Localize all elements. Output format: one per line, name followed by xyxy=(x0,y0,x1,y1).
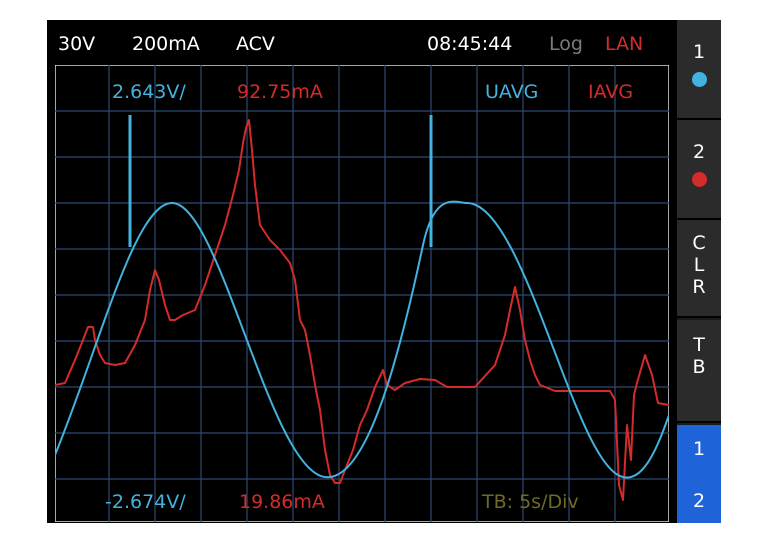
log-indicator: Log xyxy=(549,33,583,55)
voltage-range: 30V xyxy=(58,33,96,55)
both-channels-button[interactable]: 1 2 xyxy=(677,425,721,523)
plot-grid xyxy=(55,65,669,522)
red-dot-icon xyxy=(691,172,707,187)
clear-letter: R xyxy=(692,276,706,298)
current-trace-label: IAVG xyxy=(588,81,633,103)
waveform-plot: 2.643V/ 92.75mA UAVG IAVG -2.674V/ 19.86… xyxy=(55,65,669,522)
channel-2-label: 2 xyxy=(692,141,706,163)
current-range: 200mA xyxy=(132,33,200,55)
channel-1-label: 1 xyxy=(692,41,706,63)
timebase-readout: TB: 5s/Div xyxy=(481,491,579,513)
current-trace xyxy=(55,119,669,501)
both-channels-top-label: 1 xyxy=(692,438,706,460)
softkey-bar: 1 2 C L R T B 1 2 xyxy=(677,20,721,523)
channel-2-button[interactable]: 2 xyxy=(677,120,721,220)
lan-indicator: LAN xyxy=(605,33,644,55)
meter-screen: 30V 200mA ACV 08:45:44 Log LAN 2.643V/ 9… xyxy=(47,20,721,523)
timebase-letter: B xyxy=(692,356,706,378)
max-voltage-readout: 2.643V/ xyxy=(112,81,186,103)
clear-letter: L xyxy=(693,254,705,276)
channel-1-button[interactable]: 1 xyxy=(677,20,721,120)
status-bar: 30V 200mA ACV 08:45:44 Log LAN xyxy=(47,20,672,64)
timebase-letter: T xyxy=(693,334,705,356)
max-current-readout: 92.75mA xyxy=(237,81,323,103)
voltage-trace xyxy=(55,200,669,479)
min-voltage-readout: -2.674V/ xyxy=(105,491,186,513)
clear-letter: C xyxy=(692,232,706,254)
clock-time: 08:45:44 xyxy=(427,33,513,55)
min-current-readout: 19.86mA xyxy=(239,491,325,513)
clear-button[interactable]: C L R xyxy=(677,220,721,318)
plot-frame xyxy=(55,65,669,522)
voltage-trace-label: UAVG xyxy=(485,81,538,103)
blue-dot-icon xyxy=(691,72,707,87)
measurement-mode: ACV xyxy=(236,33,275,55)
timebase-button[interactable]: T B xyxy=(677,320,721,423)
both-channels-bottom-label: 2 xyxy=(692,490,706,512)
